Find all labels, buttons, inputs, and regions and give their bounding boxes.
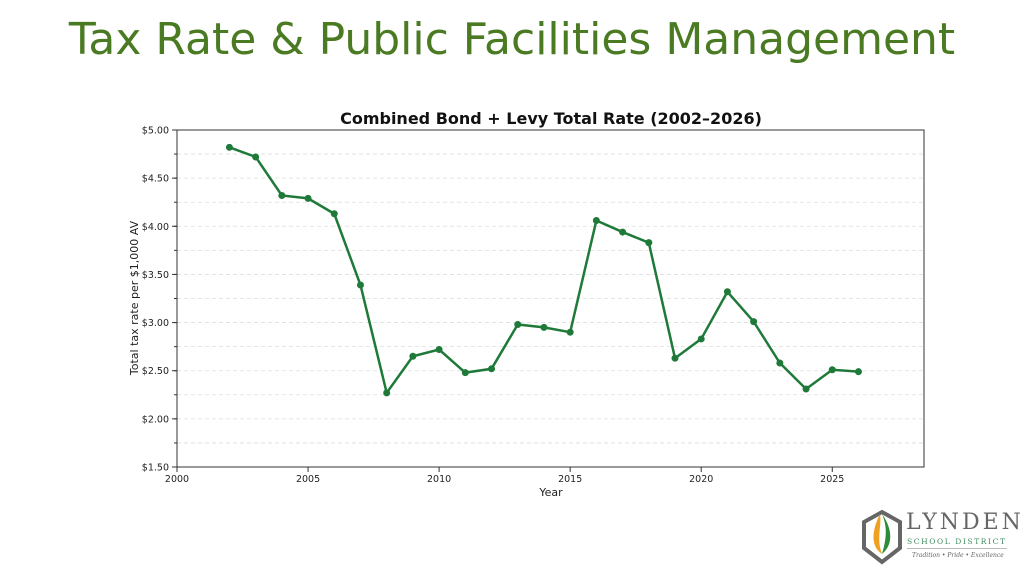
logo-tagline: Tradition • Pride • Excellence — [912, 552, 1004, 559]
data-point — [409, 352, 417, 360]
chart-title: Combined Bond + Levy Total Rate (2002–20… — [340, 109, 762, 128]
y-axis-label: Total tax rate per $1,000 AV — [128, 220, 141, 376]
x-tick-label: 2015 — [558, 474, 582, 485]
data-point — [252, 153, 260, 161]
x-tick-label: 2005 — [296, 474, 320, 485]
x-axis-label: Year — [538, 486, 563, 499]
data-point — [435, 346, 443, 354]
data-point — [592, 217, 600, 225]
x-tick-label: 2020 — [689, 474, 713, 485]
data-point — [671, 354, 679, 362]
data-point — [619, 228, 627, 236]
data-point — [330, 210, 338, 218]
data-point — [540, 323, 548, 331]
data-point — [828, 366, 836, 374]
data-point — [356, 281, 364, 289]
y-tick-label: $1.50 — [142, 463, 169, 474]
data-point — [750, 318, 758, 326]
slide-title: Tax Rate & Public Facilities Management — [68, 14, 956, 65]
y-tick-label: $3.50 — [142, 270, 169, 281]
data-point — [225, 143, 233, 151]
logo-subtitle: SCHOOL DISTRICT — [907, 537, 1007, 549]
x-tick-label: 2010 — [427, 474, 451, 485]
data-point — [776, 359, 784, 367]
series-line — [228, 146, 859, 396]
y-tick-label: $2.00 — [142, 414, 169, 425]
y-tick-label: $4.00 — [142, 222, 169, 233]
lynden-logo: LYNDEN SCHOOL DISTRICT Tradition • Pride… — [860, 508, 1021, 568]
y-tick-label: $5.00 — [142, 126, 169, 137]
data-point — [566, 328, 574, 336]
x-tick-label: 2025 — [820, 474, 844, 485]
data-point — [461, 369, 469, 377]
data-point — [383, 389, 391, 397]
data-point — [278, 191, 286, 199]
data-point — [854, 368, 862, 376]
data-point — [723, 288, 731, 296]
data-point — [514, 320, 522, 328]
y-tick-label: $2.50 — [142, 366, 169, 377]
y-tick-label: $3.00 — [142, 318, 169, 329]
data-point — [802, 385, 810, 393]
y-tick-label: $4.50 — [142, 174, 169, 185]
data-point — [304, 194, 312, 202]
flame-shield-icon — [862, 509, 902, 565]
data-point — [488, 365, 496, 373]
logo-name: LYNDEN — [906, 510, 1024, 535]
data-point — [697, 335, 705, 343]
x-tick-label: 2000 — [165, 474, 189, 485]
data-point — [645, 239, 653, 247]
